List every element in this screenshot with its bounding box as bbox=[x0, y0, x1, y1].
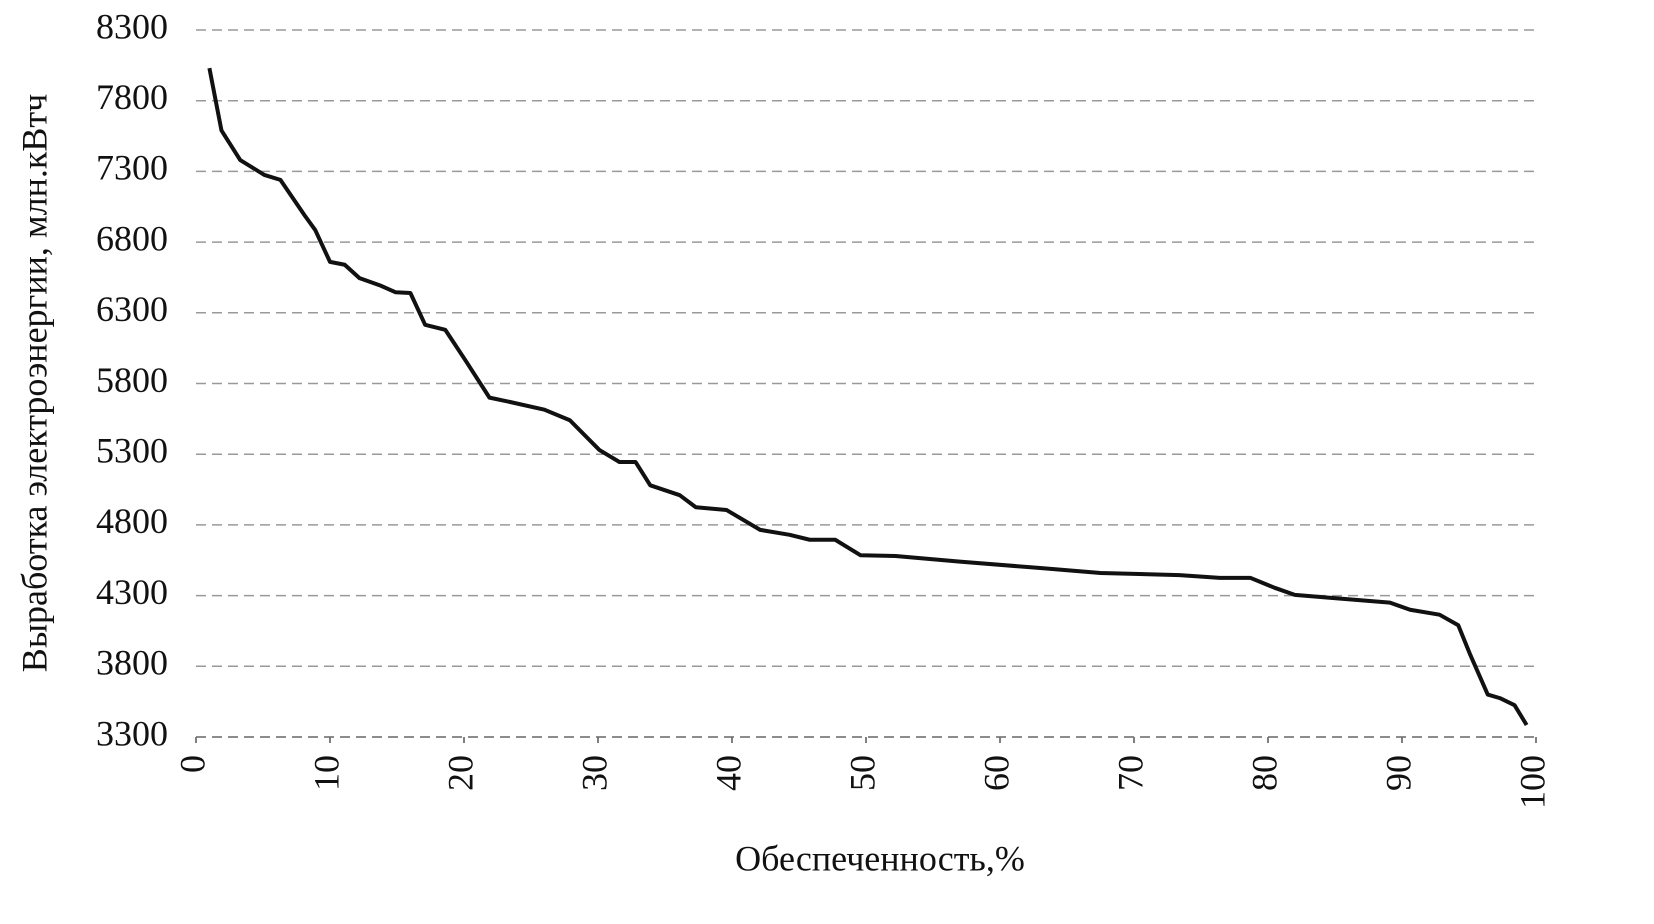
x-tick-label: 40 bbox=[708, 755, 748, 791]
y-tick-label: 8300 bbox=[96, 6, 168, 46]
x-tick-label: 60 bbox=[976, 755, 1016, 791]
x-tick-label: 0 bbox=[172, 755, 212, 773]
y-axis-title: Выработка электроэнергии, млн.кВтч bbox=[14, 94, 54, 672]
y-tick-label: 5800 bbox=[96, 360, 168, 400]
x-tick-label: 80 bbox=[1244, 755, 1284, 791]
x-tick-label: 90 bbox=[1378, 755, 1418, 791]
y-tick-label: 7800 bbox=[96, 77, 168, 117]
y-tick-label: 3800 bbox=[96, 643, 168, 683]
y-tick-label: 7300 bbox=[96, 148, 168, 188]
data-line bbox=[207, 67, 1529, 727]
x-tick-label: 20 bbox=[440, 755, 480, 791]
y-tick-label: 4300 bbox=[96, 572, 168, 612]
y-tick-label: 4800 bbox=[96, 501, 168, 541]
x-tick-label: 30 bbox=[574, 755, 614, 791]
y-tick-label: 6300 bbox=[96, 289, 168, 329]
x-tick-label: 50 bbox=[842, 755, 882, 791]
x-tick-label: 70 bbox=[1110, 755, 1150, 791]
x-axis-title: Обеспеченность,% bbox=[735, 838, 1025, 878]
x-tick-label: 100 bbox=[1512, 755, 1552, 809]
y-tick-label: 3300 bbox=[96, 713, 168, 753]
y-tick-label: 5300 bbox=[96, 430, 168, 470]
x-tick-label: 10 bbox=[306, 755, 346, 791]
y-tick-label: 6800 bbox=[96, 218, 168, 258]
